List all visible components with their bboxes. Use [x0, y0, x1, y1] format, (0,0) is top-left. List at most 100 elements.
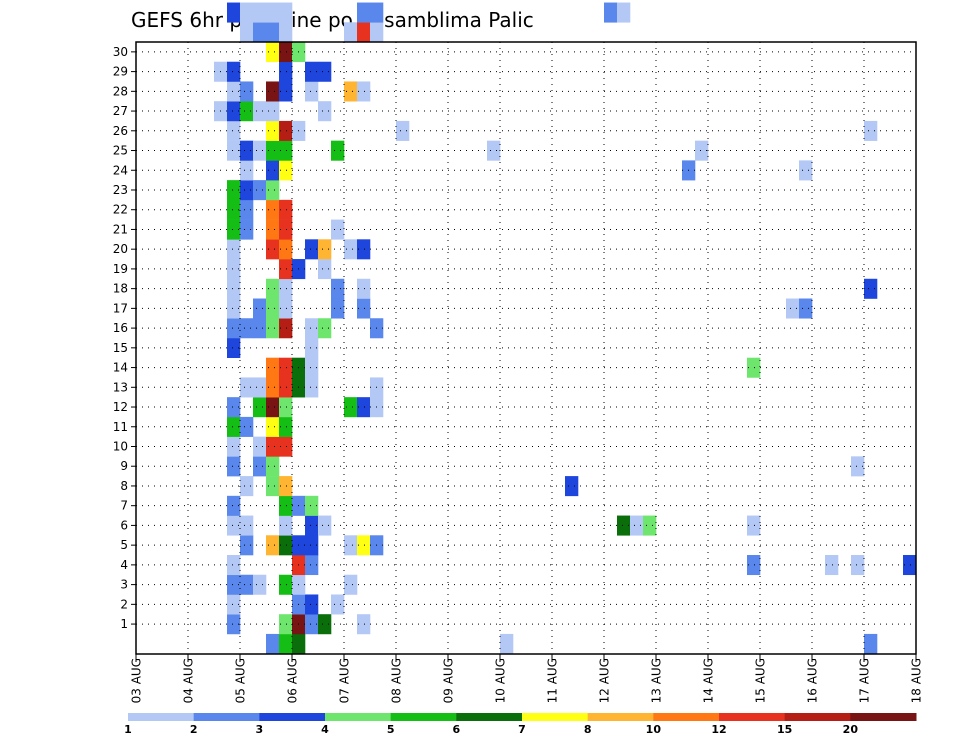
heatmap-cell [305, 61, 319, 82]
heatmap-cell [331, 219, 345, 240]
heatmap-cell [825, 555, 839, 576]
heatmap-cell [279, 515, 293, 536]
heatmap-cell [357, 278, 371, 299]
heatmap-cell [240, 318, 254, 339]
y-tick-label: 1 [120, 617, 128, 631]
colorbar-swatch [784, 713, 851, 721]
heatmap-cell [344, 81, 358, 102]
heatmap-cell [695, 140, 709, 161]
heatmap-cell [279, 140, 293, 161]
heatmap-cell [266, 239, 280, 260]
heatmap-cell [305, 318, 319, 339]
colorbar-swatch [128, 713, 195, 721]
heatmap-cell [227, 180, 241, 201]
heatmap-cell [279, 22, 293, 43]
heatmap-cell [357, 22, 371, 43]
heatmap-cell [266, 476, 280, 497]
colorbar-swatch [390, 713, 457, 721]
heatmap-cells [214, 2, 917, 654]
heatmap-cell [357, 81, 371, 102]
heatmap-cell [266, 436, 280, 457]
heatmap-cell [227, 81, 241, 102]
heatmap-cell [227, 436, 241, 457]
colorbar-label: 1 [124, 723, 132, 736]
x-tick-label: 15 AUG [754, 658, 768, 703]
heatmap-cell [227, 495, 241, 516]
heatmap-cell [630, 515, 644, 536]
heatmap-cell [279, 219, 293, 240]
heatmap-cell [370, 2, 384, 23]
heatmap-cell [266, 81, 280, 102]
x-tick-label: 10 AUG [494, 658, 508, 703]
grid-lines [136, 42, 916, 654]
heatmap-cell [227, 101, 241, 122]
x-tick-label: 14 AUG [702, 658, 716, 703]
heatmap-cell [344, 535, 358, 556]
heatmap-cell [318, 101, 332, 122]
heatmap-cell [279, 377, 293, 398]
heatmap-cell [253, 436, 267, 457]
x-tick-label: 07 AUG [338, 658, 352, 703]
heatmap-cell [747, 357, 761, 378]
x-tick-label: 12 AUG [598, 658, 612, 703]
heatmap-cell [227, 337, 241, 358]
y-tick-label: 29 [113, 65, 128, 79]
heatmap-cell [305, 614, 319, 635]
y-tick-label: 14 [113, 361, 128, 375]
heatmap-cell [266, 357, 280, 378]
colorbar-label: 2 [190, 723, 198, 736]
heatmap-cell [227, 120, 241, 141]
heatmap-cell [240, 2, 254, 23]
heatmap-cell [253, 298, 267, 319]
heatmap-cell [357, 614, 371, 635]
heatmap-cell [344, 22, 358, 43]
heatmap-cell [227, 594, 241, 615]
y-tick-label: 23 [113, 183, 128, 197]
x-tick-label: 09 AUG [442, 658, 456, 703]
colorbar-label: 7 [518, 723, 526, 736]
heatmap-cell [266, 180, 280, 201]
x-tick-label: 18 AUG [910, 658, 924, 703]
heatmap-cell [253, 574, 267, 595]
heatmap-cell [617, 515, 631, 536]
colorbar-label: 5 [387, 723, 395, 736]
y-axis: 1234567891011121314151617181920212223242… [113, 45, 136, 631]
heatmap-cell [331, 140, 345, 161]
heatmap-cell [253, 377, 267, 398]
heatmap-cell [279, 298, 293, 319]
heatmap-cell [279, 614, 293, 635]
colorbar-label: 8 [584, 723, 592, 736]
heatmap-cell [227, 61, 241, 82]
heatmap-cell [357, 2, 371, 23]
heatmap-cell [240, 574, 254, 595]
heatmap-cell [318, 318, 332, 339]
x-tick-label: 17 AUG [858, 658, 872, 703]
y-tick-label: 2 [120, 597, 128, 611]
colorbar-swatch [587, 713, 654, 721]
y-tick-label: 3 [120, 578, 128, 592]
heatmap-cell [227, 140, 241, 161]
heatmap-cell [266, 160, 280, 181]
heatmap-cell [227, 219, 241, 240]
heatmap-cell [266, 397, 280, 418]
heatmap-cell [266, 278, 280, 299]
y-tick-label: 15 [113, 341, 128, 355]
heatmap-cell [240, 199, 254, 220]
heatmap-cell [331, 278, 345, 299]
colorbar-label: 6 [453, 723, 461, 736]
y-tick-label: 8 [120, 479, 128, 493]
heatmap-cell [266, 318, 280, 339]
heatmap-cell [240, 416, 254, 437]
colorbar-swatch [325, 713, 392, 721]
chart-title: GEFS 6hr padavine po ansamblima Palic [131, 8, 534, 32]
heatmap-cell [279, 278, 293, 299]
heatmap-cell [253, 101, 267, 122]
y-tick-label: 12 [113, 400, 128, 414]
heatmap-cell [318, 614, 332, 635]
x-tick-label: 08 AUG [390, 658, 404, 703]
colorbar-swatch [456, 713, 523, 721]
heatmap-cell [240, 160, 254, 181]
x-tick-label: 06 AUG [286, 658, 300, 703]
heatmap-cell [357, 535, 371, 556]
x-tick-label: 03 AUG [130, 658, 144, 703]
